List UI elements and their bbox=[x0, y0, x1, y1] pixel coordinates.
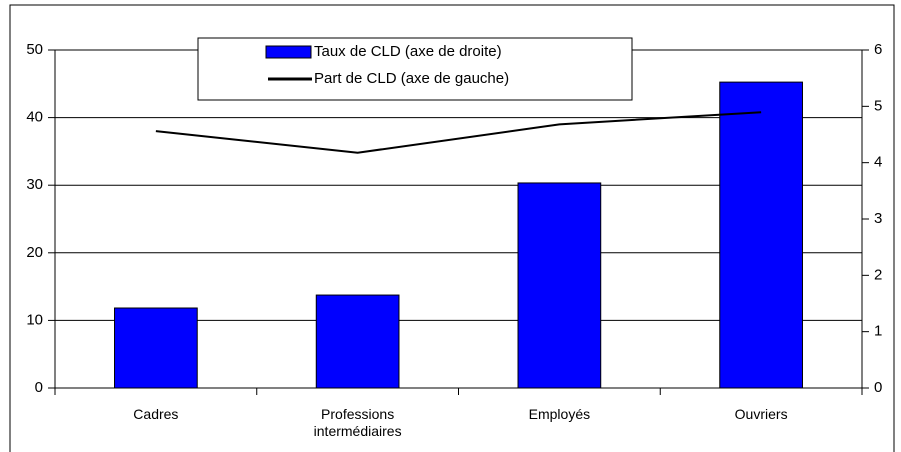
x-tick-label: Cadres bbox=[133, 406, 179, 422]
y2-tick-label: 1 bbox=[874, 323, 882, 340]
bar bbox=[719, 81, 803, 389]
legend-label: Taux de CLD (axe de droite) bbox=[314, 43, 502, 60]
x-tick-label: Professions intermédiaires bbox=[313, 406, 402, 439]
line bbox=[155, 111, 762, 154]
y-tick-label: 0 bbox=[35, 379, 43, 396]
legend-swatch bbox=[265, 45, 312, 59]
y2-tick-label: 2 bbox=[874, 266, 882, 283]
x-tick-label: Employés bbox=[528, 406, 591, 422]
legend-label: Part de CLD (axe de gauche) bbox=[314, 70, 509, 87]
bar bbox=[315, 294, 400, 389]
x-tick-label: Ouvriers bbox=[734, 406, 788, 422]
y-tick-label: 30 bbox=[26, 176, 43, 193]
chart-border bbox=[9, 4, 895, 452]
y-tick-label: 40 bbox=[26, 109, 43, 126]
bar bbox=[517, 182, 602, 389]
y-tick-label: 10 bbox=[26, 311, 43, 328]
y2-tick-label: 4 bbox=[874, 154, 882, 171]
y-tick-label: 50 bbox=[26, 41, 43, 58]
bar bbox=[114, 307, 198, 389]
y2-tick-label: 0 bbox=[874, 379, 882, 396]
y2-tick-label: 5 bbox=[874, 97, 882, 114]
y2-tick-label: 3 bbox=[874, 210, 882, 227]
y2-tick-label: 6 bbox=[874, 41, 882, 58]
y-tick-label: 20 bbox=[26, 244, 43, 261]
